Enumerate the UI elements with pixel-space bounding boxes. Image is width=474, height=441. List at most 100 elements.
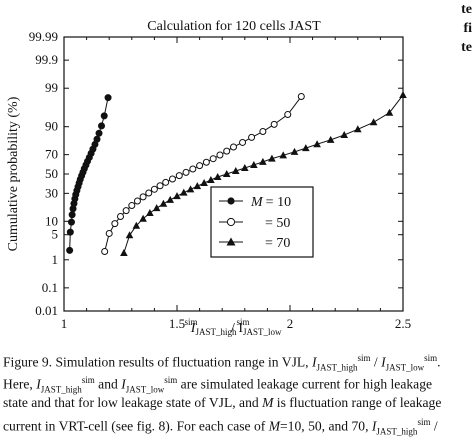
y-tick-label: 30 [45, 185, 58, 200]
x-tick-label: 1 [61, 316, 68, 331]
data-point [399, 91, 407, 99]
data-point [284, 111, 292, 119]
data-point [159, 199, 168, 207]
y-tick-label: 0.1 [42, 280, 58, 295]
data-point [66, 246, 74, 254]
data-point [125, 231, 134, 239]
data-point [202, 158, 210, 166]
data-point [133, 197, 141, 205]
data-series [66, 91, 407, 256]
data-point [117, 212, 124, 220]
data-point [369, 118, 378, 126]
data-point [213, 172, 222, 180]
data-point [156, 182, 164, 190]
data-point [67, 218, 75, 226]
y-tick-label: 1 [52, 252, 59, 267]
data-point [93, 135, 101, 143]
data-point [120, 248, 128, 256]
y-tick-label: 5 [52, 227, 59, 242]
x-tick-label: 2 [287, 316, 294, 331]
data-point [182, 168, 190, 176]
data-point [222, 170, 231, 177]
legend-label-m70: = 70 [265, 236, 290, 251]
y-tick-label: 99 [45, 80, 58, 95]
x-tick-label: 2.5 [395, 316, 411, 331]
series-line-m-50 [104, 96, 302, 252]
legend-marker-m70 [226, 237, 236, 246]
data-point [385, 108, 394, 116]
data-point [354, 125, 362, 133]
data-point [248, 133, 256, 141]
right-column-fragment: te [461, 40, 472, 55]
data-point [216, 151, 224, 159]
legend-label-m50: = 50 [265, 216, 290, 231]
data-point [68, 211, 76, 219]
data-point [105, 229, 113, 237]
data-point [162, 178, 170, 186]
caption-line-1: Figure 9. Simulation results of fluctuat… [3, 353, 441, 373]
data-point [196, 162, 204, 170]
data-point [95, 129, 103, 137]
data-point [186, 185, 195, 193]
series-line-m-10 [69, 97, 109, 251]
data-point [200, 179, 208, 187]
data-point [66, 228, 74, 236]
x-tick-label: 1.5 [169, 316, 185, 331]
data-point [122, 207, 130, 215]
caption-line-3: state and that for low leakage state of … [3, 395, 442, 410]
data-point [193, 182, 202, 190]
data-point [313, 140, 321, 148]
data-point [189, 165, 197, 173]
data-point [132, 221, 141, 229]
data-point [100, 112, 108, 120]
data-point [340, 130, 349, 138]
data-point [152, 204, 161, 212]
data-point [241, 164, 249, 172]
data-point [207, 175, 215, 183]
data-point [173, 192, 181, 200]
caption-line-2: Here, IJAST_highsim and IJAST_lowsim are… [3, 375, 433, 395]
legend-marker-m50 [226, 217, 236, 227]
legend: M = 10 = 50 = 70 [210, 186, 314, 258]
data-point [297, 93, 305, 101]
legend-marker-m10 [227, 197, 235, 205]
data-point [146, 209, 154, 217]
y-tick-label: 99.9 [35, 52, 58, 67]
caption-line-4: current in VRT-cell (see fig. 8). For ea… [3, 417, 438, 437]
data-point [179, 188, 188, 196]
y-axis: 0.01 0.1 1 510 30 50 70 90 99 99.9 99.99 [29, 29, 403, 318]
data-point [259, 157, 267, 165]
data-point [231, 167, 240, 175]
data-point [175, 172, 183, 180]
data-point [326, 135, 335, 143]
data-point [111, 220, 119, 228]
data-point [101, 247, 109, 255]
data-point [270, 120, 278, 128]
right-column-fragment: fi [463, 21, 472, 36]
data-point [239, 138, 247, 146]
y-tick-label: 10 [45, 213, 58, 228]
data-point [168, 175, 176, 183]
data-point [145, 189, 153, 197]
y-tick-label: 99.99 [29, 29, 58, 44]
y-axis-label: Cumulative probability (%) [6, 96, 21, 251]
x-axis-label: IJAST_highsim / IJAST_lowsim [184, 317, 282, 337]
data-point [98, 122, 106, 130]
y-tick-label: 70 [45, 147, 58, 162]
y-tick-label: 50 [45, 166, 58, 181]
data-point [150, 185, 158, 193]
data-point [230, 143, 237, 151]
chart-title: Calculation for 120 cells JAST [147, 19, 321, 34]
right-column-fragment: te [461, 2, 472, 17]
data-point [128, 202, 136, 210]
data-point [290, 147, 299, 155]
legend-label-m10: M = 10 [250, 195, 291, 210]
data-point [279, 151, 288, 159]
y-tick-label: 0.01 [35, 303, 58, 318]
x-axis: 1 1.5 2 2.5 [61, 37, 411, 331]
y-tick-label: 90 [45, 119, 58, 134]
data-point [268, 154, 276, 162]
data-point [209, 155, 217, 163]
data-point [250, 160, 258, 168]
data-point [302, 144, 310, 152]
